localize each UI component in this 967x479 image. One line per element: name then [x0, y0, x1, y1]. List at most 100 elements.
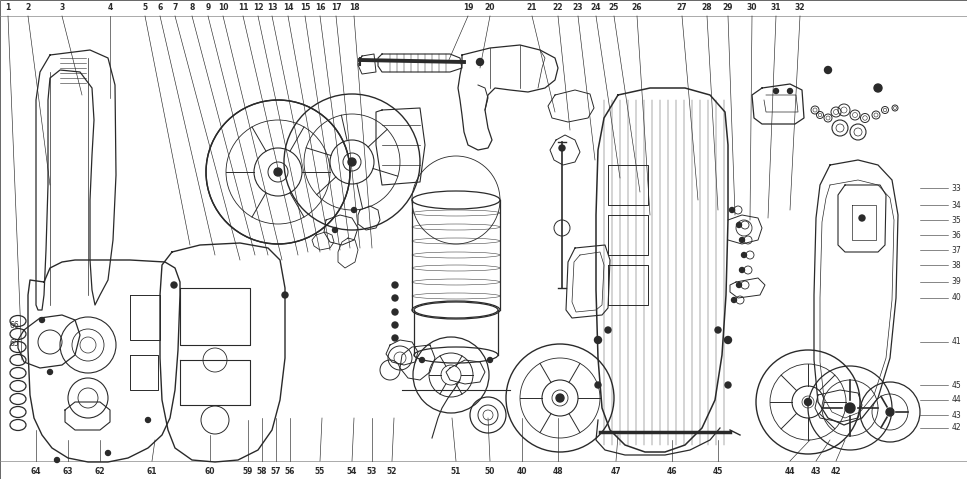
Text: 15: 15 [300, 2, 310, 11]
Text: 42: 42 [831, 467, 841, 476]
Text: 50: 50 [484, 467, 495, 476]
Text: 2: 2 [25, 2, 31, 11]
Circle shape [145, 418, 151, 422]
Text: 7: 7 [172, 2, 178, 11]
Circle shape [737, 283, 742, 287]
Text: 30: 30 [747, 2, 757, 11]
Text: 22: 22 [553, 2, 563, 11]
Circle shape [274, 168, 282, 176]
Text: 16: 16 [314, 2, 325, 11]
Text: 35: 35 [952, 216, 961, 225]
Text: 42: 42 [952, 423, 961, 433]
Text: 51: 51 [451, 467, 461, 476]
Text: 6: 6 [158, 2, 162, 11]
Text: 4: 4 [107, 2, 112, 11]
Text: 9: 9 [205, 2, 211, 11]
Text: 23: 23 [572, 2, 583, 11]
Circle shape [40, 318, 44, 322]
Circle shape [559, 145, 565, 151]
Circle shape [171, 282, 177, 288]
Text: 25: 25 [609, 2, 619, 11]
Circle shape [740, 238, 745, 242]
Circle shape [47, 369, 52, 375]
Circle shape [595, 382, 601, 388]
Text: 13: 13 [267, 2, 278, 11]
Circle shape [731, 297, 737, 303]
Text: 1: 1 [6, 2, 11, 11]
Text: 3: 3 [59, 2, 65, 11]
Text: 38: 38 [952, 261, 961, 270]
Circle shape [420, 357, 425, 363]
Text: 46: 46 [667, 467, 677, 476]
Circle shape [392, 295, 398, 301]
Text: 32: 32 [795, 2, 806, 11]
Text: 37: 37 [952, 246, 961, 254]
Text: 44: 44 [952, 396, 961, 404]
Text: 12: 12 [252, 2, 263, 11]
Text: 43: 43 [810, 467, 821, 476]
Circle shape [282, 292, 288, 298]
Text: 19: 19 [463, 2, 473, 11]
Text: 24: 24 [591, 2, 601, 11]
Circle shape [825, 67, 832, 73]
Circle shape [487, 357, 492, 363]
Circle shape [725, 382, 731, 388]
Circle shape [105, 451, 110, 456]
Text: 64: 64 [31, 467, 42, 476]
Text: 34: 34 [952, 201, 961, 209]
Text: 40: 40 [516, 467, 527, 476]
Text: 39: 39 [952, 277, 961, 286]
Text: 52: 52 [387, 467, 397, 476]
Text: 18: 18 [349, 2, 360, 11]
Text: 5: 5 [142, 2, 148, 11]
Circle shape [392, 309, 398, 315]
Circle shape [348, 158, 356, 166]
Text: 53: 53 [366, 467, 377, 476]
Circle shape [874, 84, 882, 92]
Circle shape [774, 89, 778, 93]
Circle shape [715, 327, 721, 333]
Text: 41: 41 [952, 338, 961, 346]
Circle shape [729, 207, 735, 213]
Circle shape [845, 403, 855, 413]
Text: 29: 29 [722, 2, 733, 11]
Circle shape [392, 282, 398, 288]
Text: 21: 21 [527, 2, 538, 11]
Circle shape [605, 327, 611, 333]
Text: 59: 59 [243, 467, 253, 476]
Text: 40: 40 [952, 294, 961, 303]
Circle shape [595, 337, 601, 343]
Circle shape [724, 337, 731, 343]
Circle shape [556, 394, 564, 402]
Circle shape [477, 58, 484, 66]
Text: 47: 47 [611, 467, 622, 476]
Circle shape [54, 457, 60, 463]
Text: 31: 31 [771, 2, 781, 11]
Text: 48: 48 [553, 467, 564, 476]
Text: 62: 62 [95, 467, 105, 476]
Circle shape [392, 335, 398, 341]
Circle shape [805, 399, 811, 406]
Text: 56: 56 [285, 467, 295, 476]
Circle shape [392, 322, 398, 328]
Circle shape [886, 408, 894, 416]
Text: 61: 61 [147, 467, 158, 476]
Text: 57: 57 [271, 467, 281, 476]
Text: 11: 11 [238, 2, 249, 11]
Text: 55: 55 [315, 467, 325, 476]
Text: 20: 20 [484, 2, 495, 11]
Text: 36: 36 [952, 230, 961, 240]
Text: 60: 60 [205, 467, 216, 476]
Text: 45: 45 [952, 380, 961, 389]
Text: 33: 33 [952, 183, 961, 193]
Text: 45: 45 [713, 467, 723, 476]
Text: 44: 44 [785, 467, 795, 476]
Text: 54: 54 [347, 467, 357, 476]
Text: 17: 17 [331, 2, 341, 11]
Text: 26: 26 [631, 2, 642, 11]
Circle shape [333, 228, 337, 232]
Text: 43: 43 [952, 411, 961, 420]
Circle shape [737, 223, 742, 228]
Text: 28: 28 [702, 2, 713, 11]
Text: 66: 66 [9, 320, 19, 330]
